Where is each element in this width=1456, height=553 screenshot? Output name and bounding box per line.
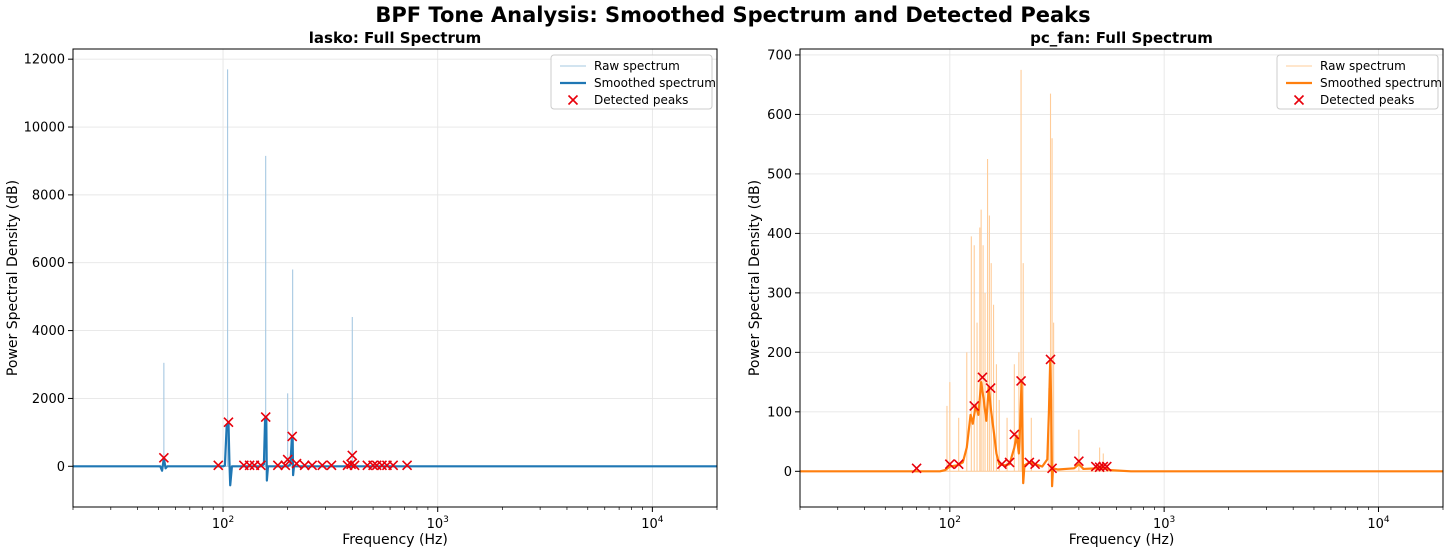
detected-peak-marker [158,452,169,463]
y-tick-label: 300 [767,286,792,301]
legend-entry: Raw spectrum [1320,59,1406,73]
x-tick-label: 102 [212,515,234,532]
detected-peak-marker [287,431,298,442]
detected-peak-marker [346,459,357,470]
detected-peak-marker [969,400,980,411]
detected-peak-marker [1090,461,1101,472]
y-tick-label: 0 [784,465,792,480]
x-tick-label: 104 [1367,515,1390,532]
x-tick-label: 102 [939,515,961,532]
detected-peak-marker [1024,457,1035,468]
figure-suptitle: BPF Tone Analysis: Smoothed Spectrum and… [375,3,1090,27]
panel-title: pc_fan: Full Spectrum [1030,29,1213,47]
detected-peak-marker [255,460,266,471]
pc-fan-panel: pc_fan: Full Spectrum 102 103 104 0 100 200 300… [747,29,1444,548]
detected-peak-marker [1098,461,1109,472]
legend-entry: Smoothed spectrum [594,76,716,90]
y-tick-label: 2000 [32,392,65,407]
detected-peak-marker [272,460,283,471]
smoothed-spectrum-line [73,416,717,487]
detected-peak-marker [282,454,293,465]
x-tick-label: 104 [641,515,664,532]
x-tick-label: 103 [1153,515,1175,532]
detected-peak-marker [213,460,224,471]
detected-peak-marker [1101,461,1112,472]
detected-peak-marker [1045,354,1056,365]
detected-peak-marker [280,460,291,471]
y-tick-label: 12000 [24,53,65,68]
y-tick-label: 200 [767,346,792,361]
detected-peak-marker [911,463,922,474]
detected-peak-marker [223,417,234,428]
legend-entry: Raw spectrum [594,59,680,73]
y-axis-label: Power Spectral Density (dB) [747,180,763,376]
legend-entry: Detected peaks [594,93,688,107]
y-tick-label: 400 [767,227,792,242]
axes-frame [799,48,1444,508]
detected-peak-marker [291,458,302,469]
legend-entry: Detected peaks [1320,93,1414,107]
detected-peak-marker [953,459,964,470]
detected-peak-marker [347,450,358,461]
x-axis-label: Frequency (Hz) [342,532,448,548]
detected-peak-marker [317,460,328,471]
detected-peak-marker [244,460,255,471]
legend-box [1276,54,1439,110]
detected-peak-marker [1016,375,1027,386]
detected-peak-marker [402,460,413,471]
detected-peak-marker [1009,429,1020,440]
detected-peak-marker [260,412,271,423]
legend-swatch-peaks [1293,94,1305,106]
y-tick-label: 10000 [24,121,65,136]
detected-peak-marker [349,460,360,471]
detected-peak-marker [1047,463,1058,474]
detected-peak-marker [977,372,988,383]
y-tick-label: 6000 [32,256,65,271]
plot-area [800,69,1443,488]
detected-peak-marker [326,460,337,471]
y-tick-label: 4000 [32,324,65,339]
y-tick-label: 8000 [32,188,65,203]
detected-peak-marker [1004,457,1015,468]
detected-peak-marker [388,460,399,471]
detected-peak-marker [307,460,318,471]
lasko-panel: lasko: Full Spectrum 102 103 104 0 2000 4000 60… [5,29,718,548]
detected-peak-marker [299,460,310,471]
panel-title: lasko: Full Spectrum [309,29,481,47]
y-tick-label: 700 [767,48,792,63]
detected-peak-marker [1030,459,1041,470]
legend-entry: Smoothed spectrum [1320,76,1442,90]
axes-frame [72,48,718,508]
y-tick-label: 500 [767,167,792,182]
detected-peak-marker [1073,456,1084,467]
detected-peak-marker [368,460,379,471]
y-tick-label: 0 [57,460,65,475]
detected-peak-marker [944,459,955,470]
x-tick-label: 103 [427,515,449,532]
legend-swatch-peaks [567,94,579,106]
detected-peak-marker [985,382,996,394]
y-tick-label: 600 [767,108,792,123]
detected-peak-marker [996,459,1007,470]
y-tick-label: 100 [767,405,792,420]
legend-box [550,54,713,110]
plot-area [73,69,717,487]
legend: Raw spectrum Smoothed spectrum Detected pe… [1276,54,1442,110]
legend: Raw spectrum Smoothed spectrum Detected pe… [550,54,716,110]
smoothed-spectrum-line [800,360,1443,488]
y-axis-label: Power Spectral Density (dB) [5,180,21,376]
x-axis-label: Frequency (Hz) [1069,532,1175,548]
